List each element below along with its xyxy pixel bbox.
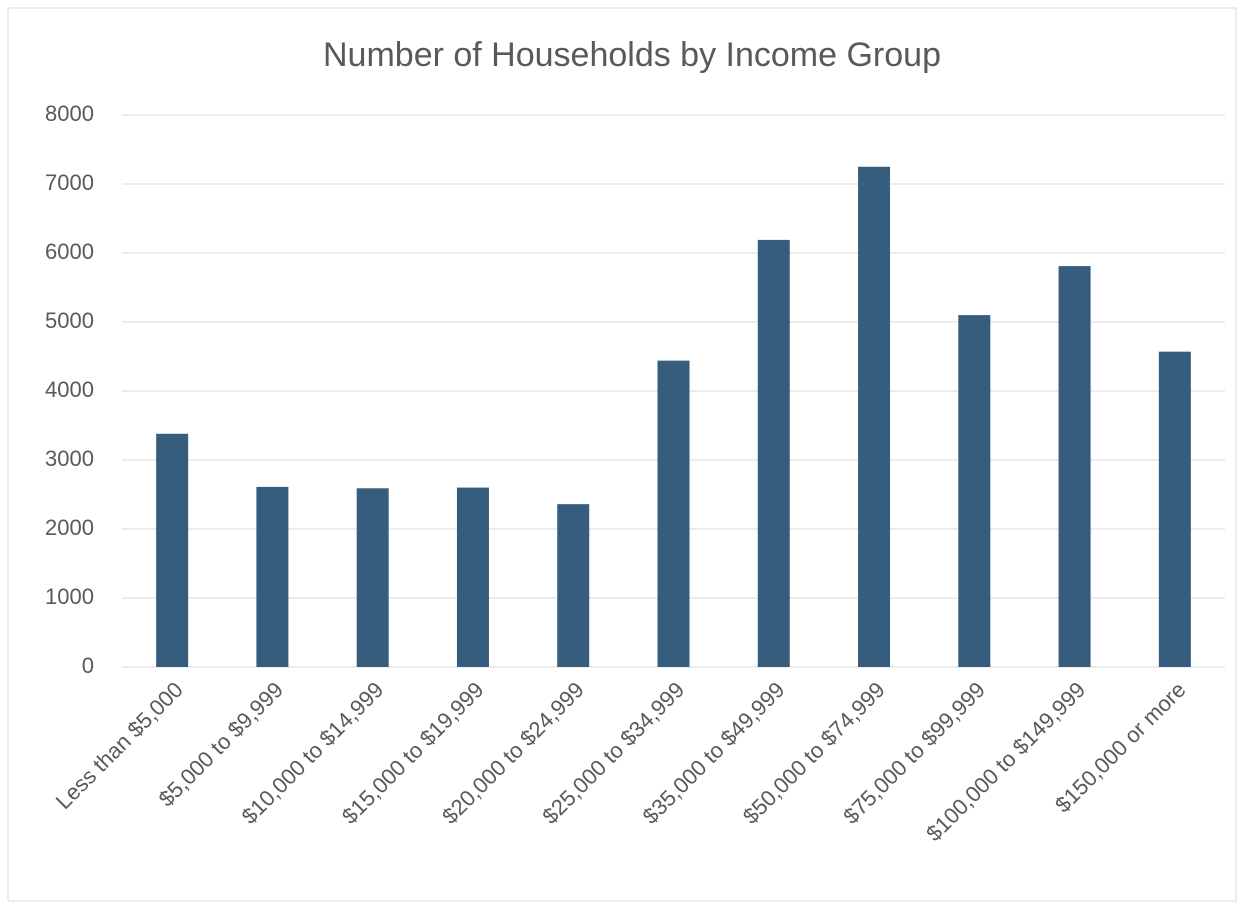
bar — [657, 360, 690, 667]
bar — [958, 315, 991, 667]
chart-title: Number of Households by Income Group — [323, 36, 941, 74]
bar — [1158, 351, 1191, 667]
y-tick-label: 5000 — [45, 308, 94, 333]
bar — [858, 166, 891, 667]
chart-border — [7, 7, 1237, 902]
y-tick-label: 8000 — [45, 101, 94, 126]
y-tick-label: 4000 — [45, 377, 94, 402]
y-tick-label: 6000 — [45, 239, 94, 264]
bar — [557, 504, 590, 667]
bar — [156, 433, 189, 667]
y-tick-label: 0 — [82, 653, 94, 678]
bar — [456, 487, 489, 667]
y-tick-label: 2000 — [45, 515, 94, 540]
bar — [256, 486, 289, 667]
bar — [757, 239, 790, 667]
bar — [356, 488, 389, 667]
y-tick-label: 3000 — [45, 446, 94, 471]
y-tick-label: 1000 — [45, 584, 94, 609]
bar — [1058, 266, 1091, 667]
y-tick-label: 7000 — [45, 170, 94, 195]
